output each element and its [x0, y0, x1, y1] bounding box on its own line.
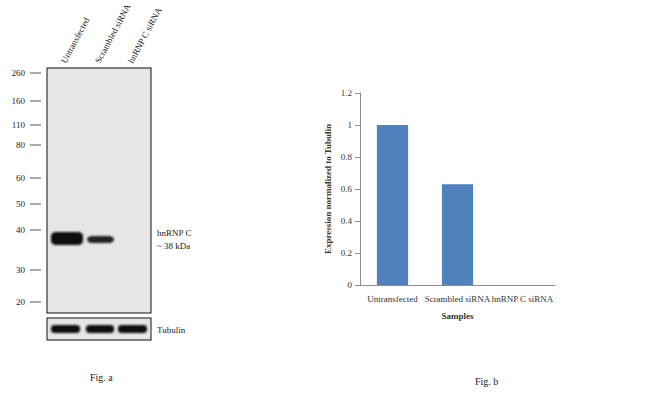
- svg-text:40: 40: [16, 225, 26, 235]
- svg-text:80: 80: [16, 140, 26, 150]
- svg-text:Expression normalized to Tubul: Expression normalized to Tubulin: [323, 124, 333, 254]
- svg-text:Fig. a: Fig. a: [90, 372, 113, 383]
- svg-text:Scrambled siRNA: Scrambled siRNA: [93, 2, 133, 65]
- svg-text:1.2: 1.2: [341, 88, 352, 98]
- svg-text:Fig. b: Fig. b: [475, 376, 498, 387]
- svg-text:1: 1: [348, 120, 353, 130]
- svg-text:0.4: 0.4: [341, 216, 353, 226]
- svg-text:hnRNP C siRNA: hnRNP C siRNA: [492, 294, 554, 304]
- svg-text:Untransfected: Untransfected: [59, 15, 92, 65]
- svg-text:Untransfected: Untransfected: [367, 294, 418, 304]
- svg-text:260: 260: [12, 68, 26, 78]
- svg-text:~ 38 kDa: ~ 38 kDa: [157, 241, 190, 251]
- svg-text:Tubulin: Tubulin: [157, 325, 186, 335]
- svg-text:hnRNP C: hnRNP C: [157, 228, 191, 238]
- svg-text:0.8: 0.8: [341, 152, 353, 162]
- svg-text:60: 60: [16, 173, 26, 183]
- svg-text:30: 30: [16, 265, 26, 275]
- svg-text:0.2: 0.2: [341, 248, 352, 258]
- svg-text:50: 50: [16, 199, 26, 209]
- svg-text:0.6: 0.6: [341, 184, 353, 194]
- svg-text:Samples: Samples: [441, 311, 474, 321]
- svg-text:0: 0: [348, 280, 353, 290]
- svg-text:Scrambled siRNA: Scrambled siRNA: [425, 294, 491, 304]
- svg-text:hnRNP C siRNA: hnRNP C siRNA: [126, 5, 164, 65]
- svg-text:160: 160: [12, 96, 26, 106]
- svg-text:110: 110: [12, 120, 26, 130]
- svg-text:20: 20: [16, 297, 26, 307]
